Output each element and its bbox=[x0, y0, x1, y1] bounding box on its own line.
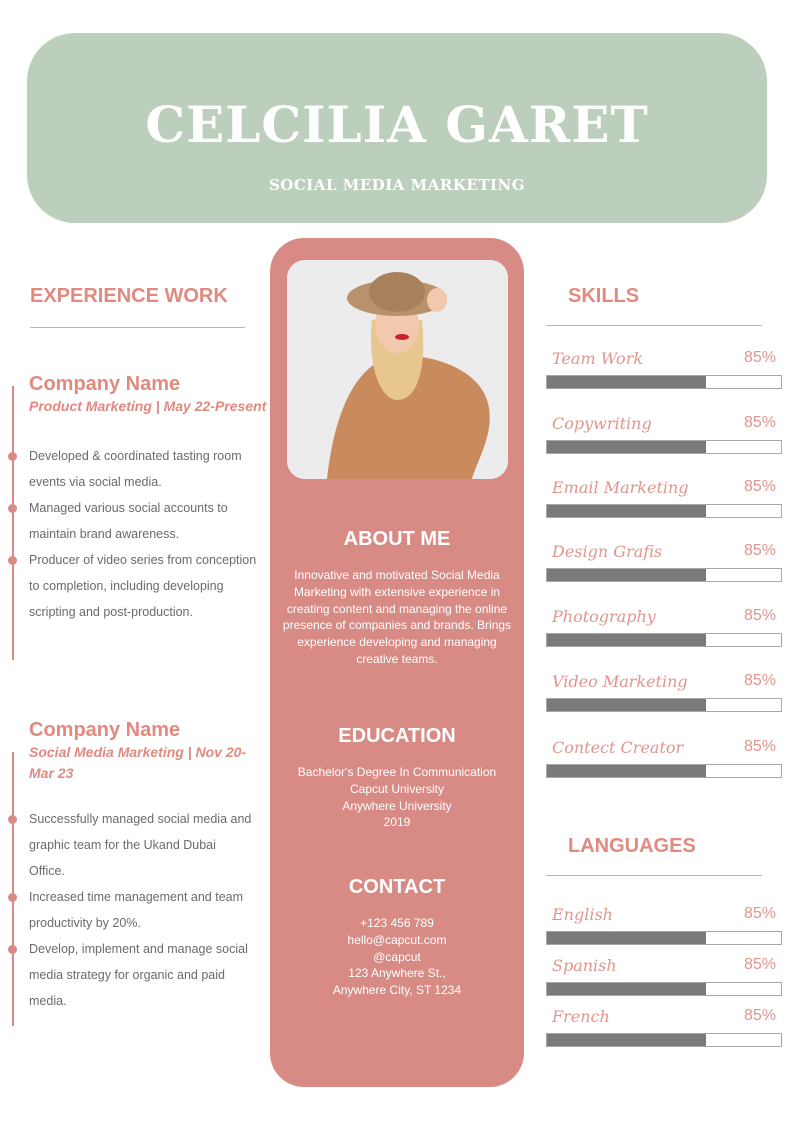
skill: Photography 85% bbox=[546, 607, 782, 647]
skill-bar-fill bbox=[547, 765, 707, 777]
language-bar bbox=[546, 931, 782, 945]
address-line-1: 123 Anywhere St., bbox=[348, 966, 446, 981]
skill-percent: 85% bbox=[743, 542, 776, 559]
candidate-name: CELCILIA GARET bbox=[145, 95, 649, 154]
email[interactable]: hello@capcut.com bbox=[347, 932, 447, 947]
skill-label: Contect Creator bbox=[552, 738, 684, 757]
bullet-dot bbox=[8, 945, 17, 954]
skill-bar bbox=[546, 764, 782, 778]
about-heading: ABOUT ME bbox=[343, 528, 451, 550]
language-percent: 85% bbox=[743, 1007, 776, 1024]
degree: Bachelor's Degree In Communication bbox=[297, 765, 497, 779]
language: Spanish 85% bbox=[546, 956, 782, 996]
job-entry: Company Name Social Media Marketing | No… bbox=[8, 719, 254, 1014]
skill-label: Video Marketing bbox=[552, 672, 688, 691]
skill-percent: 85% bbox=[743, 607, 776, 624]
bullet-dot bbox=[8, 893, 17, 902]
skill-percent: 85% bbox=[743, 414, 776, 431]
divider bbox=[546, 325, 762, 326]
skill-label: Email Marketing bbox=[552, 478, 689, 497]
language-bar bbox=[546, 1033, 782, 1047]
language-percent: 85% bbox=[743, 905, 776, 922]
language-bar bbox=[546, 982, 782, 996]
skill-bar bbox=[546, 440, 782, 454]
bullet-dot bbox=[8, 815, 17, 824]
bullet-dot bbox=[8, 452, 17, 461]
header-banner: CELCILIA GARET SOCIAL MEDIA MARKETING bbox=[27, 33, 767, 223]
skill: Email Marketing 85% bbox=[546, 478, 782, 518]
skill-label: Design Grafis bbox=[552, 542, 663, 561]
school-location: Anywhere University bbox=[342, 798, 452, 813]
language-bar-fill bbox=[547, 1034, 707, 1046]
skills-heading: SKILLS bbox=[568, 285, 640, 307]
skill-percent: 85% bbox=[743, 672, 776, 689]
divider bbox=[30, 327, 245, 328]
social-handle: @capcut bbox=[373, 949, 421, 964]
job-title: Product Marketing | May 22-Present bbox=[29, 398, 267, 414]
skill-bar bbox=[546, 504, 782, 518]
skill-percent: 85% bbox=[743, 738, 776, 755]
timeline-line bbox=[12, 386, 14, 660]
language: French 85% bbox=[546, 1007, 782, 1047]
skill-bar-fill bbox=[547, 376, 707, 388]
skill: Team Work 85% bbox=[546, 349, 782, 389]
languages-heading: LANGUAGES bbox=[568, 835, 696, 857]
about-text: Innovative and motivated Social Media Ma… bbox=[282, 568, 512, 666]
bullet-item: Managed various social accounts to maint… bbox=[8, 495, 269, 547]
bullet-item: Producer of video series from conception… bbox=[8, 547, 269, 625]
skill-label: Copywriting bbox=[552, 414, 652, 433]
skill: Design Grafis 85% bbox=[546, 542, 782, 582]
company-name: Company Name bbox=[29, 719, 181, 741]
skill-bar bbox=[546, 568, 782, 582]
phone: +123 456 789 bbox=[360, 916, 434, 930]
skill-bar bbox=[546, 375, 782, 389]
graduation-year: 2019 bbox=[383, 815, 411, 830]
skill-bar bbox=[546, 698, 782, 712]
contact-details: +123 456 789 hello@capcut.com @capcut 12… bbox=[280, 915, 514, 999]
skill-label: Photography bbox=[552, 607, 656, 626]
candidate-role: SOCIAL MEDIA MARKETING bbox=[268, 176, 526, 194]
language-bar-fill bbox=[547, 983, 707, 995]
address-line-2: Anywhere City, ST 1234 bbox=[332, 983, 462, 998]
language-label: French bbox=[552, 1007, 610, 1026]
job-title: Social Media Marketing | Nov 20-Mar 23 bbox=[29, 744, 247, 781]
bullet-item: Successfully managed social media and gr… bbox=[8, 806, 254, 884]
skill-bar bbox=[546, 633, 782, 647]
language-label: Spanish bbox=[552, 956, 617, 975]
education-heading: EDUCATION bbox=[338, 725, 456, 747]
language-percent: 85% bbox=[743, 956, 776, 973]
skill-bar-fill bbox=[547, 699, 707, 711]
skill-bar-fill bbox=[547, 441, 707, 453]
skill: Video Marketing 85% bbox=[546, 672, 782, 712]
job-entry: Company Name Product Marketing | May 22-… bbox=[8, 373, 269, 625]
company-name: Company Name bbox=[29, 373, 181, 395]
language: English 85% bbox=[546, 905, 782, 945]
skill-percent: 85% bbox=[743, 349, 776, 366]
bullet-dot bbox=[8, 556, 17, 565]
language-label: English bbox=[552, 905, 613, 924]
bullet-item: Develop, implement and manage social med… bbox=[8, 936, 254, 1014]
skill-bar-fill bbox=[547, 634, 707, 646]
experience-heading: EXPERIENCE WORK bbox=[30, 285, 228, 307]
school: Capcut University bbox=[349, 781, 445, 796]
bullet-dot bbox=[8, 504, 17, 513]
bullet-item: Increased time management and team produ… bbox=[8, 884, 254, 936]
skill: Copywriting 85% bbox=[546, 414, 782, 454]
skill-percent: 85% bbox=[743, 478, 776, 495]
skill: Contect Creator 85% bbox=[546, 738, 782, 778]
language-bar-fill bbox=[547, 932, 707, 944]
divider bbox=[546, 875, 762, 876]
skill-bar-fill bbox=[547, 569, 707, 581]
contact-heading: CONTACT bbox=[348, 876, 446, 898]
skill-label: Team Work bbox=[552, 349, 644, 368]
bullet-item: Developed & coordinated tasting room eve… bbox=[8, 443, 269, 495]
profile-photo bbox=[287, 260, 508, 479]
skill-bar-fill bbox=[547, 505, 707, 517]
center-panel: ABOUT ME Innovative and motivated Social… bbox=[270, 238, 524, 1087]
timeline-line bbox=[12, 752, 14, 1026]
education-details: Bachelor's Degree In Communication Capcu… bbox=[280, 764, 514, 831]
